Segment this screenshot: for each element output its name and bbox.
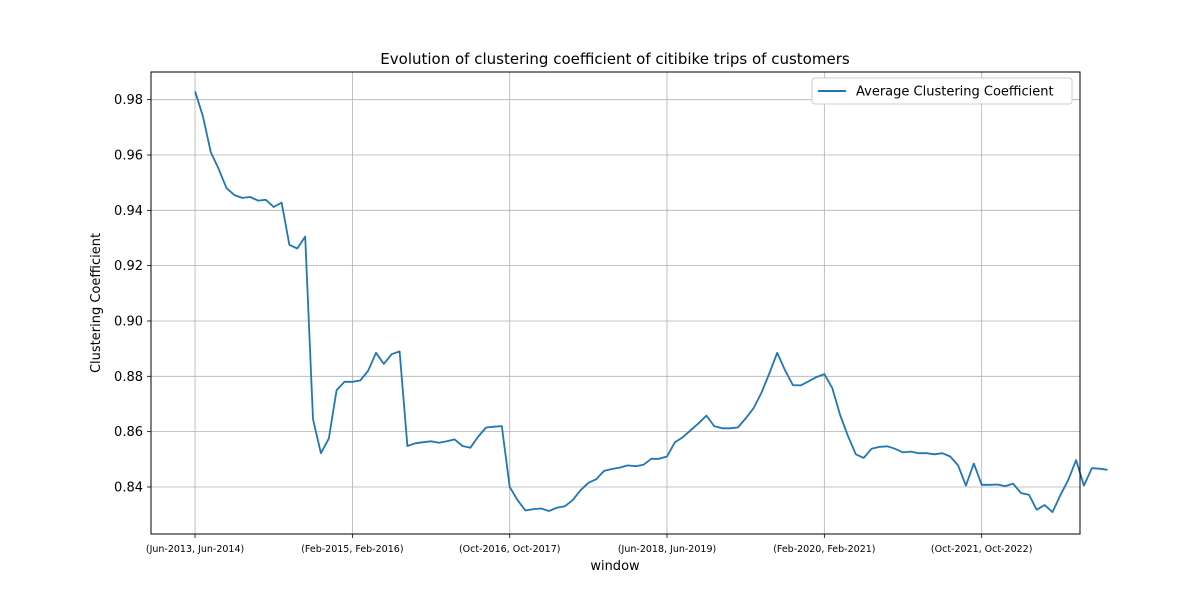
series-lines <box>194 91 1108 513</box>
legend: Average Clustering Coefficient <box>811 77 1073 105</box>
plot-frame <box>150 71 1081 535</box>
y-tick-label: 0.86 <box>114 425 143 440</box>
x-tick-label: (Feb-2020, Feb-2021) <box>773 544 875 555</box>
y-axis-label: Clustering Coefficient <box>89 233 104 373</box>
y-tick-label: 0.90 <box>114 314 143 329</box>
x-tick-label: (Jun-2018, Jun-2019) <box>618 544 716 555</box>
x-tick-label: (Jun-2013, Jun-2014) <box>146 544 244 555</box>
legend-box <box>811 77 1073 105</box>
y-tick-label: 0.96 <box>114 148 143 163</box>
x-tick-label: (Feb-2015, Feb-2016) <box>301 544 403 555</box>
y-tick-label: 0.88 <box>114 370 143 385</box>
y-tick-label: 0.94 <box>114 204 143 219</box>
x-axis-label: window <box>590 559 640 574</box>
x-axis-ticks: (Jun-2013, Jun-2014) (Feb-2015, Feb-2016)… <box>146 534 1033 555</box>
y-axis-ticks: 0.84 0.86 0.88 0.90 0.92 0.94 0.96 0.98 <box>114 93 151 495</box>
y-tick-label: 0.98 <box>114 93 143 108</box>
legend-entry-label: Average Clustering Coefficient <box>856 85 1054 100</box>
chart-title: Evolution of clustering coefficient of c… <box>380 50 850 68</box>
grid-lines <box>151 72 1080 534</box>
x-tick-label: (Oct-2016, Oct-2017) <box>459 544 561 555</box>
x-tick-label: (Oct-2021, Oct-2022) <box>931 544 1033 555</box>
y-tick-label: 0.84 <box>114 480 143 495</box>
y-tick-label: 0.92 <box>114 259 143 274</box>
series-line <box>194 91 1108 513</box>
